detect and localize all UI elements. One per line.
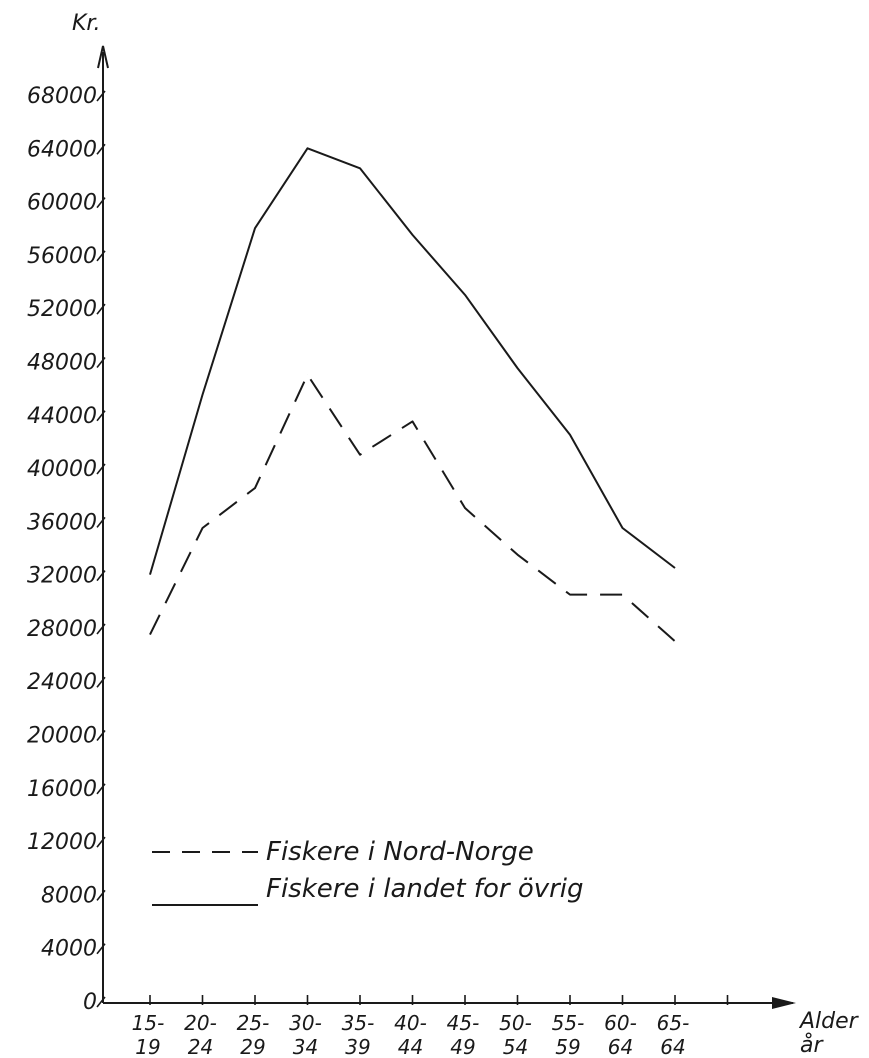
y-tick-mark [96,303,106,315]
y-tick-label: 48000 [27,350,97,375]
x-tick-label: 49 [450,1035,475,1058]
x-tick-label: 59 [555,1035,580,1058]
y-tick-mark [96,463,106,475]
y-tick-mark [96,516,106,528]
x-tick-label: 35- [342,1011,375,1035]
y-tick-mark [96,836,106,848]
y-tick-mark [96,90,106,102]
x-tick-label: 50- [499,1011,532,1035]
series-line-landet-ovrig [149,147,676,575]
x-tick-label: 20- [184,1011,217,1035]
y-tick-mark [96,356,106,368]
legend-label: Fiskere i landet for övrig [266,874,584,904]
y-tick-label: 28000 [27,617,97,642]
x-tick-label: 34 [293,1035,318,1058]
x-axis-label: Alder [798,1009,860,1034]
y-tick-mark [96,889,106,901]
x-tick-label: 30- [289,1011,322,1035]
y-tick-mark [96,783,106,795]
y-tick-label: 24000 [27,670,97,695]
x-tick-label: 65- [657,1011,690,1035]
y-tick-mark [96,143,106,155]
x-tick-label: 29 [240,1035,265,1058]
series-lines [149,147,676,643]
x-tick-label: 60- [604,1011,637,1035]
legend: Fiskere i Nord-Norge Fiskere i landet for… [152,837,584,906]
x-tick-label: 24 [188,1035,213,1058]
x-tick-label: 64 [608,1035,633,1058]
y-tick-label: 64000 [27,137,97,162]
y-tick-label: 44000 [27,404,97,429]
x-tick-label: 15- [132,1011,165,1035]
x-tick-label: 19 [135,1035,160,1058]
y-axis-arrow-icon [97,45,109,69]
x-ticks: 15-19 20-24 25-29 30-34 35-39 40-44 45-49 50-54… [132,995,729,1058]
x-tick-label: 45- [447,1011,480,1035]
y-tick-label: 0 [83,990,97,1015]
x-axis-arrow-icon [772,997,796,1009]
y-tick-label: 4000 [41,937,97,962]
y-ticks: 0 4000 8000 12000 16000 20000 24000 28000 32000 3… [27,84,106,1015]
y-tick-mark [96,943,106,955]
y-tick-label: 68000 [27,84,97,109]
x-tick-label: 54 [503,1035,528,1058]
y-tick-label: 32000 [27,564,97,589]
x-tick-label: 64 [660,1035,685,1058]
y-tick-label: 20000 [27,724,97,749]
y-tick-label: 40000 [27,457,97,482]
y-tick-label: 56000 [27,244,97,269]
y-tick-label: 52000 [27,297,97,322]
y-tick-mark [96,623,106,635]
y-tick-mark [96,996,106,1008]
y-tick-mark [96,570,106,582]
y-tick-mark [96,730,106,742]
x-tick-label: 40- [394,1011,427,1035]
x-tick-label: 55- [552,1011,585,1035]
y-tick-mark [96,410,106,422]
x-tick-label: 39 [345,1035,370,1058]
y-axis-label: Kr. [72,11,100,36]
y-tick-mark [96,197,106,209]
y-tick-mark [96,250,106,262]
y-tick-label: 36000 [27,510,97,535]
y-tick-label: 8000 [41,883,97,908]
y-tick-label: 60000 [27,191,97,216]
series-line-nord-norge [149,373,676,643]
legend-label: Fiskere i Nord-Norge [266,837,534,867]
y-tick-label: 16000 [27,777,97,802]
x-tick-label: 25- [237,1011,270,1035]
y-tick-mark [96,676,106,688]
x-axis-label-unit: år [800,1032,824,1058]
x-tick-label: 44 [398,1035,423,1058]
y-tick-label: 12000 [27,830,97,855]
